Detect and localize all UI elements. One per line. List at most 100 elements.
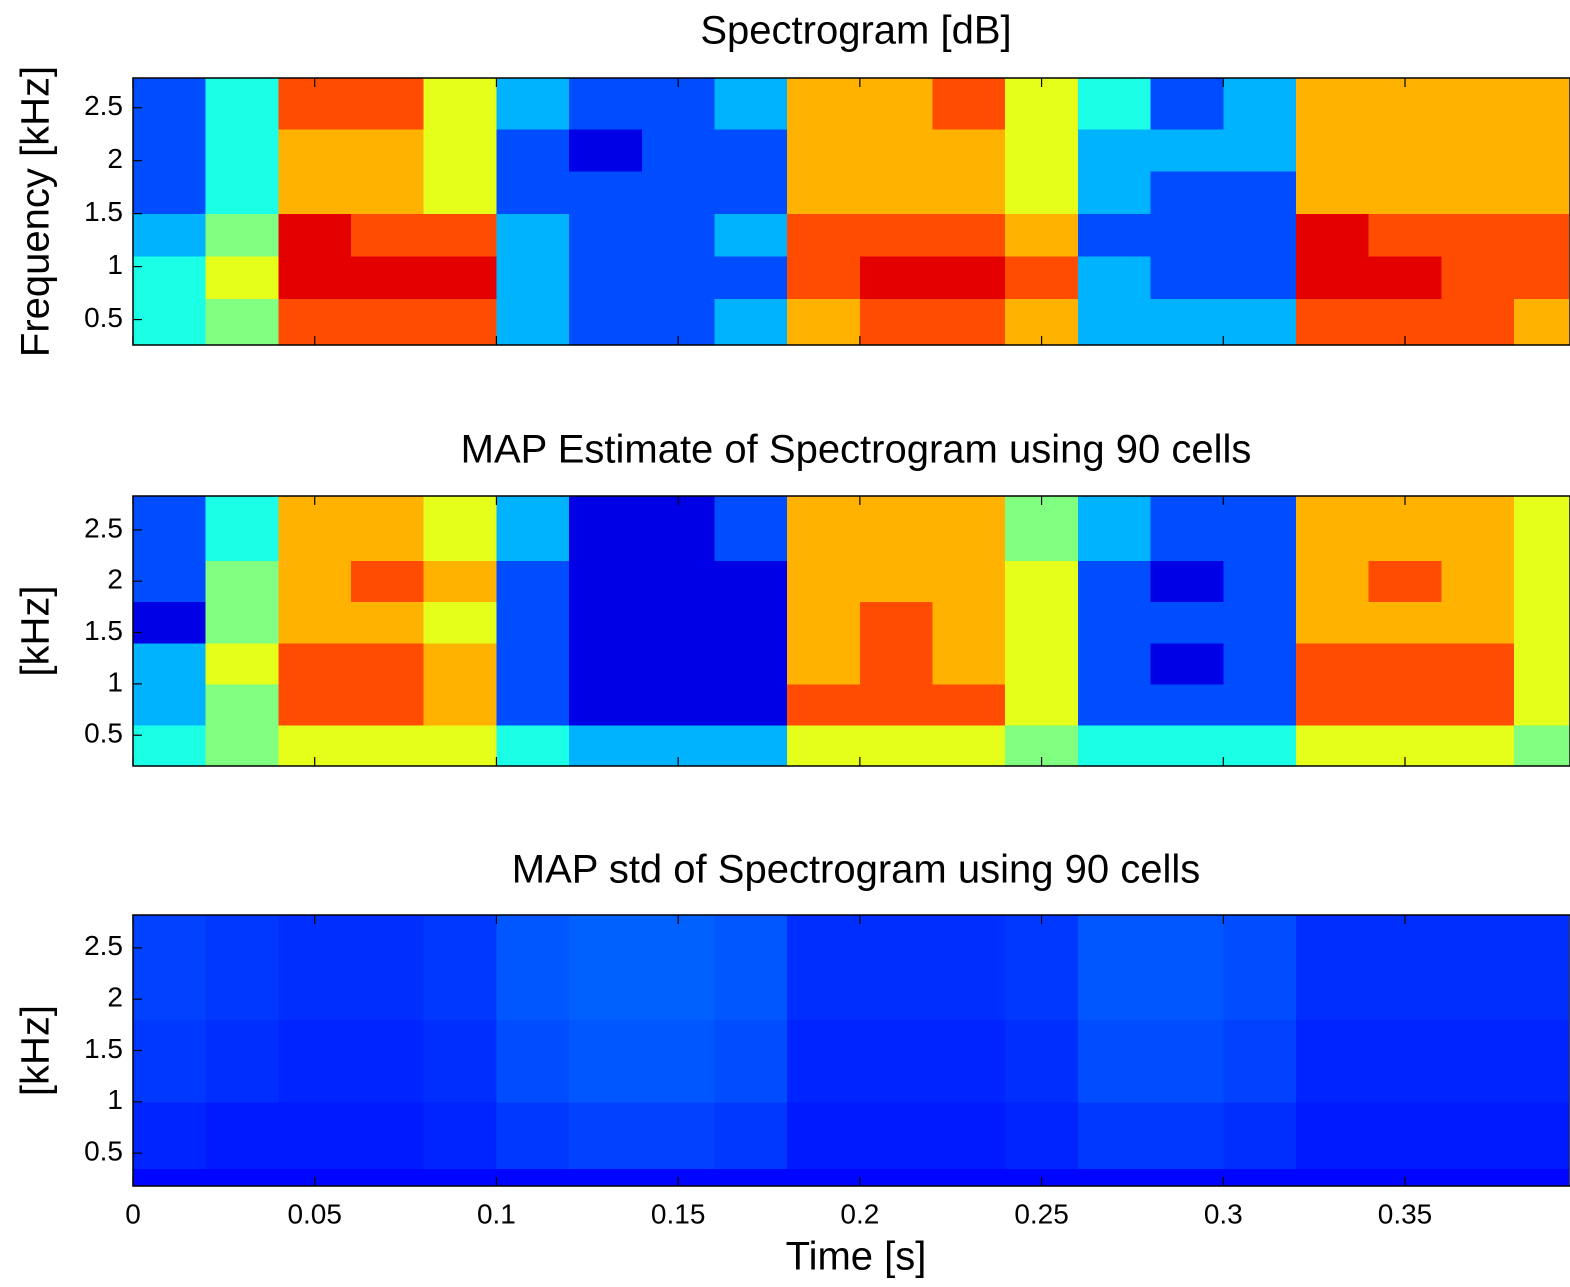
- heatmap-cell: [205, 128, 279, 172]
- heatmap-cell: [932, 213, 1006, 257]
- heatmap-cell: [496, 915, 570, 1021]
- heatmap-cell: [714, 213, 788, 257]
- y-tick-label: 1: [107, 666, 123, 697]
- x-axis-label: Time [s]: [786, 1235, 927, 1279]
- heatmap-cell: [1514, 256, 1570, 299]
- y-tick-label: 2: [107, 143, 123, 174]
- heatmap-cell: [1368, 1101, 1442, 1170]
- heatmap-cell: [1514, 601, 1570, 644]
- heatmap-cell: [859, 78, 934, 130]
- heatmap-cell: [569, 128, 643, 172]
- heatmap-cell: [351, 642, 425, 685]
- heatmap-cell: [1514, 915, 1570, 1021]
- heatmap-cell: [714, 1019, 788, 1103]
- heatmap-cell: [278, 601, 352, 644]
- heatmap-cell: [714, 683, 788, 726]
- heatmap-cell: [1514, 1101, 1570, 1170]
- heatmap-cell: [787, 1168, 861, 1187]
- heatmap-cell: [1150, 213, 1224, 257]
- heatmap-cell: [1295, 298, 1370, 346]
- heatmap-cell: [1441, 256, 1515, 299]
- heatmap-cell: [1223, 1019, 1297, 1103]
- heatmap-cell: [1077, 496, 1152, 562]
- heatmap-cell: [1150, 642, 1224, 685]
- heatmap-cell: [1005, 915, 1079, 1021]
- heatmap-cell: [496, 1019, 570, 1103]
- chart-title: MAP Estimate of Spectrogram using 90 cel…: [461, 428, 1252, 472]
- heatmap-cell: [569, 298, 643, 346]
- heatmap-cell: [859, 724, 934, 767]
- heatmap-cell: [1295, 496, 1370, 562]
- heatmap-cell: [1077, 256, 1152, 299]
- heatmap-cell: [278, 213, 352, 257]
- heatmap-cell: [1441, 496, 1515, 562]
- heatmap-cell: [932, 915, 1006, 1021]
- heatmap-cell: [1441, 601, 1515, 644]
- heatmap-cell: [641, 171, 715, 215]
- heatmap-cell: [205, 298, 279, 346]
- heatmap-cell: [932, 724, 1006, 767]
- heatmap-cell: [714, 256, 788, 299]
- heatmap-cell: [133, 1168, 207, 1187]
- heatmap-cell: [1223, 1168, 1297, 1187]
- heatmap-cell: [351, 78, 425, 130]
- heatmap-cell: [1077, 128, 1152, 172]
- heatmap-cell: [205, 601, 279, 644]
- heatmap-cell: [1077, 915, 1152, 1021]
- heatmap-cell: [423, 496, 497, 562]
- heatmap-cell: [1005, 683, 1079, 726]
- heatmap-cell: [1514, 128, 1570, 172]
- heatmap-cell: [496, 78, 570, 130]
- heatmap-cell: [641, 560, 715, 603]
- heatmap-cell: [496, 724, 570, 767]
- y-tick-label: 1.5: [84, 1033, 123, 1064]
- heatmap-cell: [1150, 256, 1224, 299]
- heatmap-cell: [1223, 683, 1297, 726]
- heatmap-cell: [278, 642, 352, 685]
- heatmap-cell: [1295, 1019, 1370, 1103]
- heatmap-cell: [1077, 560, 1152, 603]
- heatmap-cell: [351, 560, 425, 603]
- heatmap-cell: [1368, 915, 1442, 1021]
- heatmap-cell: [423, 128, 497, 172]
- heatmap-cell: [859, 1019, 934, 1103]
- heatmap-cell: [278, 1019, 352, 1103]
- y-tick-label: 2: [107, 982, 123, 1013]
- heatmap-cell: [932, 1168, 1006, 1187]
- heatmap-cell: [1005, 128, 1079, 172]
- heatmap-cell: [1005, 1101, 1079, 1170]
- heatmap-cell: [714, 915, 788, 1021]
- heatmap-cell: [205, 78, 279, 130]
- heatmap-cell: [1223, 171, 1297, 215]
- heatmap-cell: [351, 256, 425, 299]
- heatmap-cell: [932, 560, 1006, 603]
- heatmap-cell: [641, 683, 715, 726]
- heatmap-cell: [859, 683, 934, 726]
- heatmap-cell: [569, 560, 643, 603]
- y-tick-label: 2.5: [84, 512, 123, 543]
- heatmap-cell: [496, 1101, 570, 1170]
- heatmap-cell: [496, 171, 570, 215]
- heatmap-cell: [496, 683, 570, 726]
- heatmap-cell: [1441, 683, 1515, 726]
- heatmap-cell: [787, 1101, 861, 1170]
- heatmap-cell: [1514, 496, 1570, 562]
- heatmap-cell: [205, 724, 279, 767]
- heatmap-cell: [278, 683, 352, 726]
- heatmap-cell: [1005, 213, 1079, 257]
- heatmap-cell: [641, 601, 715, 644]
- heatmap-cell: [1295, 642, 1370, 685]
- heatmap-cell: [1514, 78, 1570, 130]
- heatmap-cell: [569, 1019, 643, 1103]
- heatmap-cell: [133, 724, 207, 767]
- heatmap-cell: [1223, 78, 1297, 130]
- heatmap-cell: [1441, 915, 1515, 1021]
- heatmap-cell: [133, 601, 207, 644]
- heatmap-cell: [569, 1168, 643, 1187]
- heatmap-cell: [351, 128, 425, 172]
- heatmap-cell: [133, 78, 207, 130]
- heatmap-cell: [1077, 213, 1152, 257]
- heatmap-cell: [496, 601, 570, 644]
- heatmap-cell: [1295, 256, 1370, 299]
- heatmap-cell: [205, 1019, 279, 1103]
